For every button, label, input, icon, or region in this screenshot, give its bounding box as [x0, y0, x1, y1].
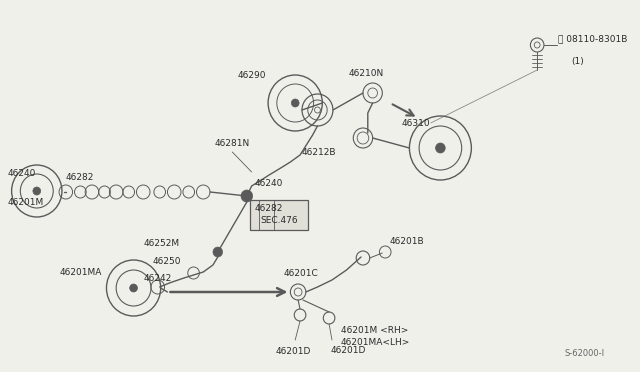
Circle shape — [241, 190, 253, 202]
Text: 46201MA: 46201MA — [60, 268, 102, 277]
Text: 46310: 46310 — [402, 119, 430, 128]
Text: 46282: 46282 — [66, 173, 94, 182]
Text: SEC.476: SEC.476 — [260, 216, 298, 225]
Text: 46201MA<LH>: 46201MA<LH> — [340, 338, 410, 347]
Text: S-62000-I: S-62000-I — [565, 349, 605, 358]
Text: 46201M <RH>: 46201M <RH> — [340, 326, 408, 335]
Text: 46240: 46240 — [255, 179, 283, 188]
Text: 46250: 46250 — [153, 257, 181, 266]
Text: 46252M: 46252M — [143, 239, 179, 248]
Bar — [250, 200, 308, 230]
Text: Ⓑ 08110-8301B: Ⓑ 08110-8301B — [559, 34, 628, 43]
Text: 46201D: 46201D — [276, 347, 311, 356]
Circle shape — [130, 284, 138, 292]
Text: 46242: 46242 — [143, 274, 172, 283]
Circle shape — [436, 143, 445, 153]
Text: 46282: 46282 — [255, 204, 283, 213]
Text: 46210N: 46210N — [348, 69, 384, 78]
Text: 46201D: 46201D — [331, 346, 366, 355]
Text: (1): (1) — [571, 57, 584, 66]
Circle shape — [33, 187, 41, 195]
Text: 46201M: 46201M — [8, 198, 44, 207]
Circle shape — [291, 99, 299, 107]
Circle shape — [213, 247, 223, 257]
Text: 46290: 46290 — [237, 71, 266, 80]
Text: 46212B: 46212B — [301, 148, 336, 157]
Text: 46281N: 46281N — [215, 139, 250, 148]
Text: 46201B: 46201B — [390, 237, 425, 246]
Text: 46201C: 46201C — [284, 269, 318, 278]
Text: 46240: 46240 — [8, 169, 36, 178]
